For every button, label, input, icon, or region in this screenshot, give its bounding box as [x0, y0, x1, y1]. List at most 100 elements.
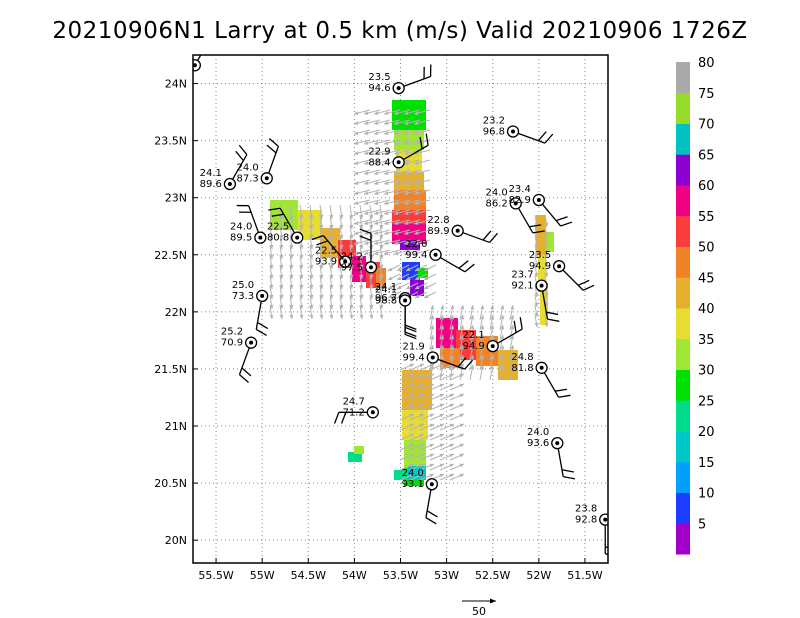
wind-barb-feather: [571, 32, 580, 40]
wind-vector-head: [480, 365, 485, 370]
colorbar-label: 55: [698, 210, 715, 225]
colorbar-segment: [676, 369, 690, 401]
station-label-bottom: 70.9: [221, 338, 243, 349]
station-label-bottom: 89.5: [230, 233, 252, 244]
wind-barb-feather: [529, 224, 542, 228]
wind-barb-feather: [316, 240, 329, 246]
wind-vector-head: [510, 335, 515, 340]
wind-barb-feather: [464, 263, 475, 273]
wind-vector-head: [289, 314, 294, 319]
wind-vector-head: [354, 171, 359, 175]
wind-vector-head: [419, 383, 424, 388]
wind-vector-head: [409, 473, 414, 478]
wind-vector-head: [440, 325, 445, 330]
wind-vector-head: [459, 413, 464, 418]
wind-vector-head: [449, 473, 454, 478]
wind-vector-head: [409, 433, 414, 438]
wind-vector-head: [490, 335, 495, 340]
swath-block: [354, 446, 364, 454]
station-label-bottom: 89.9: [427, 226, 449, 237]
colorbar-label: 40: [698, 302, 715, 317]
station-marker-center: [295, 235, 300, 240]
colorbar-label: 65: [698, 148, 715, 163]
station-marker-center: [264, 176, 269, 181]
wind-vector-head: [364, 251, 369, 255]
station-label-top: 25.0: [232, 280, 254, 291]
colorbar-label: 5: [698, 517, 706, 532]
wind-vector-head: [384, 181, 389, 185]
station-label-top: 22.8: [427, 215, 449, 226]
wind-vector-head: [364, 191, 369, 195]
station-label-bottom: 80.8: [267, 233, 289, 244]
wind-vector-head: [394, 111, 399, 115]
wind-vector-head: [364, 121, 369, 125]
wind-vector-head: [429, 433, 434, 438]
wind-barb-feather: [458, 260, 469, 269]
wind-vector-head: [470, 305, 475, 310]
station-label-top: 23.5: [368, 72, 390, 83]
station-label-bottom: 94.6: [368, 83, 390, 94]
wind-barb-feather: [457, 357, 467, 368]
wind-vector-head: [500, 355, 505, 360]
station-label-top: 22.5: [267, 222, 289, 233]
wind-vector-head: [449, 443, 454, 448]
reference-vector-label: 50: [472, 605, 486, 618]
station-label-bottom: 92.8: [575, 515, 597, 526]
wind-vector-head: [409, 403, 414, 408]
wind-vector-head: [429, 413, 434, 418]
station-label-top: 24.0: [527, 427, 549, 438]
y-tick-label: 21N: [165, 420, 187, 433]
wind-barb-feather: [565, 29, 574, 37]
wind-vector-head: [534, 252, 539, 257]
colorbar-segment: [676, 431, 690, 463]
wind-vector-head: [404, 201, 409, 205]
x-tick-label: 55W: [250, 569, 275, 582]
station-label-bottom: 90.8: [573, 41, 595, 52]
station-label-top: 23.8: [575, 504, 597, 515]
colorbar-label: 10: [698, 487, 715, 502]
wind-vector-head: [419, 453, 424, 458]
wind-vector-head: [470, 365, 475, 370]
station-marker-center: [370, 410, 375, 415]
wind-vector-head: [459, 383, 464, 388]
wind-vector-head: [414, 201, 419, 205]
station-label-bottom: 94.9: [462, 341, 484, 352]
x-tick-label: 51.5W: [567, 569, 602, 582]
wind-vector-head: [404, 231, 409, 235]
wind-vector-head: [388, 276, 393, 280]
station-label-bottom: 96.7: [375, 293, 397, 304]
wind-vector-head: [374, 211, 379, 215]
wind-vector-head: [414, 141, 419, 145]
wind-barb-feather: [582, 284, 595, 291]
wind-vector-head: [384, 201, 389, 205]
wind-vector-head: [429, 393, 434, 398]
station-label-bottom: 82.9: [509, 195, 531, 206]
wind-vector-head: [480, 335, 485, 340]
x-axis-ticks: 55.5W 55W 54.5W 54W 53.5W 53W 52.5W 52W 51.5W: [198, 558, 603, 582]
y-tick-label: 23.5N: [154, 135, 187, 148]
colorbar-label: 35: [698, 333, 715, 348]
station-marker-center: [601, 44, 605, 48]
wind-vector-head: [459, 393, 464, 398]
wind-vector-head: [459, 423, 464, 428]
wind-vector-head: [490, 305, 495, 310]
reference-vector: 50: [462, 598, 496, 618]
wind-vector-head: [460, 355, 465, 360]
colorbar-segment: [676, 154, 690, 186]
wind-barb-feather: [419, 136, 423, 149]
wind-vector-head: [354, 131, 359, 135]
wind-vector-head: [544, 322, 549, 327]
station-marker-center: [227, 181, 232, 186]
swath-block: [402, 370, 432, 410]
wind-vector-head: [429, 363, 434, 368]
wind-vector-head: [406, 285, 411, 289]
wind-vector-head: [409, 413, 414, 418]
wind-vector-head: [374, 171, 379, 175]
wind-vector-head: [544, 242, 549, 247]
wind-vector-head: [439, 463, 444, 468]
wind-vector-head: [534, 262, 539, 267]
station-label-bottom: 93.1: [402, 479, 424, 490]
colorbar-label: 25: [698, 394, 715, 409]
y-tick-label: 22N: [165, 306, 187, 319]
wind-vector-head: [414, 111, 419, 115]
